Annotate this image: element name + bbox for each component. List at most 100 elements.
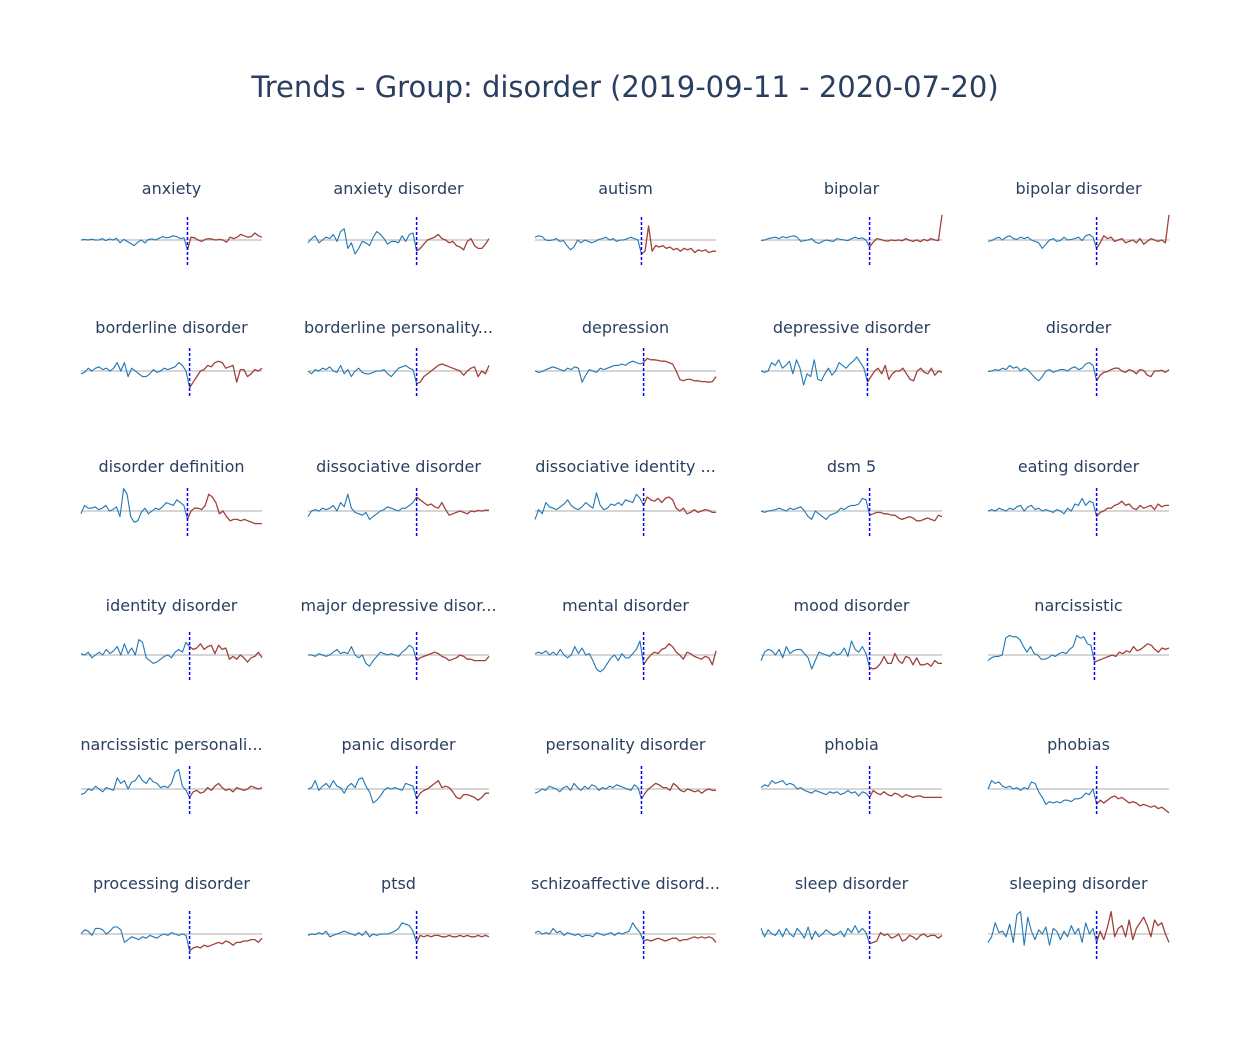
subplot-title: dsm 5 — [827, 457, 876, 476]
series-after-line — [1094, 643, 1170, 663]
subplot: mood disorder — [760, 596, 942, 681]
subplot: dissociative identity ... — [534, 457, 716, 537]
series-before-line — [987, 634, 1096, 663]
series-after-line — [643, 496, 716, 515]
subplot: sleeping disorder — [987, 874, 1170, 960]
series-before-line — [534, 235, 643, 255]
series-before-line — [760, 780, 871, 798]
subplot-title: narcissistic personali... — [80, 735, 262, 754]
series-before-line — [534, 492, 645, 520]
series-before-line — [307, 922, 418, 943]
series-before-line — [987, 497, 1098, 517]
subplot-title: major depressive disor... — [300, 596, 496, 615]
subplot: panic disorder — [307, 735, 489, 815]
subplot-title: dissociative identity ... — [535, 457, 716, 476]
subplot-title: disorder definition — [99, 457, 245, 476]
subplot: phobia — [760, 735, 942, 815]
series-before-line — [987, 233, 1098, 249]
series-before-line — [534, 782, 643, 799]
series-before-line — [760, 925, 871, 944]
subplot: phobias — [987, 735, 1170, 815]
series-after-line — [416, 363, 490, 385]
subplot: personality disorder — [534, 735, 716, 815]
series-after-line — [189, 782, 263, 798]
series-before-line — [80, 639, 191, 664]
subplot: dissociative disorder — [307, 457, 489, 537]
series-before-line — [534, 360, 644, 383]
subplot: anxiety — [80, 179, 263, 266]
subplot: narcissistic personali... — [80, 735, 263, 815]
series-before-line — [308, 644, 418, 667]
series-after-line — [189, 643, 263, 663]
subplot-title: mental disorder — [562, 596, 689, 615]
subplot: depressive disorder — [760, 318, 943, 397]
subplot-title: phobia — [824, 735, 879, 754]
series-before-line — [534, 640, 645, 673]
subplot-title: borderline disorder — [95, 318, 248, 337]
series-after-line — [869, 511, 943, 522]
series-before-line — [987, 362, 1098, 382]
series-after-line — [640, 782, 716, 800]
series-before-line — [307, 777, 418, 804]
subplot-title: anxiety — [142, 179, 201, 198]
subplot-title: processing disorder — [93, 874, 250, 893]
subplot-title: identity disorder — [106, 596, 238, 615]
subplot-title: depression — [582, 318, 669, 337]
subplot-title: narcissistic — [1034, 596, 1122, 615]
series-before-line — [307, 364, 418, 384]
series-before-line — [80, 488, 189, 523]
subplot: eating disorder — [987, 457, 1169, 537]
series-after-line — [1096, 500, 1169, 518]
subplot: ptsd — [307, 874, 490, 960]
series-before-line — [760, 235, 871, 248]
series-before-line — [80, 235, 189, 250]
subplot-title: schizoaffective disord... — [531, 874, 720, 893]
series-after-line — [416, 496, 489, 516]
subplot: mental disorder — [534, 596, 717, 681]
series-after-line — [1096, 214, 1170, 249]
subplot: narcissistic — [987, 596, 1170, 681]
series-before-line — [760, 356, 869, 386]
subplot-title: mood disorder — [793, 596, 909, 615]
subplot-title: depressive disorder — [773, 318, 931, 337]
series-after-line — [186, 232, 263, 250]
series-before-line — [987, 780, 1098, 805]
subplot-title: personality disorder — [546, 735, 706, 754]
subplot-title: autism — [598, 179, 653, 198]
series-after-line — [641, 225, 716, 255]
subplot: borderline personality... — [304, 318, 493, 397]
subplot-title: borderline personality... — [304, 318, 493, 337]
series-before-line — [307, 493, 418, 520]
series-after-line — [416, 779, 489, 801]
subplot: processing disorder — [80, 874, 263, 960]
series-after-line — [186, 493, 262, 525]
subplot: schizoaffective disord... — [531, 874, 720, 960]
subplot-title: anxiety disorder — [333, 179, 464, 198]
series-after-line — [869, 931, 943, 945]
series-after-line — [416, 233, 490, 252]
series-after-line — [1096, 367, 1170, 382]
subplot: disorder — [987, 318, 1170, 397]
subplot-title: bipolar — [824, 179, 880, 198]
subplot-title: sleep disorder — [795, 874, 909, 893]
page-title: Trends - Group: disorder (2019-09-11 - 2… — [251, 70, 999, 104]
series-after-line — [866, 364, 943, 383]
subplot: depression — [534, 318, 717, 397]
subplot: dsm 5 — [760, 457, 943, 537]
subplot-title: eating disorder — [1018, 457, 1140, 476]
series-after-line — [416, 934, 490, 943]
subplot-title: disorder — [1046, 318, 1112, 337]
subplot-title: phobias — [1047, 735, 1110, 754]
subplot-title: bipolar disorder — [1015, 179, 1141, 198]
series-after-line — [643, 936, 717, 943]
subplot-title: panic disorder — [341, 735, 455, 754]
subplot: anxiety disorder — [307, 179, 490, 266]
series-after-line — [643, 357, 717, 383]
subplot-title: ptsd — [381, 874, 416, 893]
subplot: bipolar — [760, 179, 943, 266]
series-before-line — [760, 497, 871, 520]
series-after-line — [1096, 795, 1170, 814]
series-before-line — [534, 922, 645, 942]
